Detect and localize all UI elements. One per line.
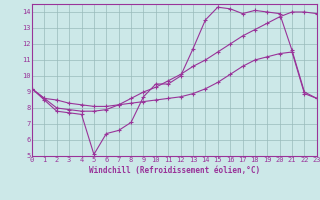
X-axis label: Windchill (Refroidissement éolien,°C): Windchill (Refroidissement éolien,°C): [89, 166, 260, 175]
